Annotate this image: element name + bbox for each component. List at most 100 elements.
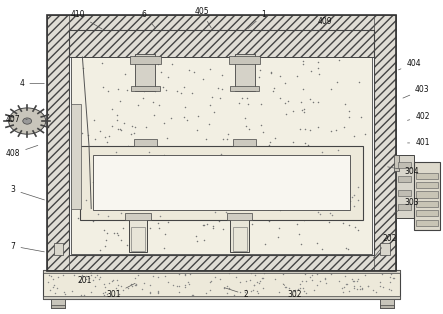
Point bbox=[147, 290, 154, 295]
Bar bbox=[398, 204, 412, 210]
Point bbox=[271, 86, 278, 91]
Point bbox=[370, 287, 377, 292]
Point bbox=[165, 75, 172, 80]
Point bbox=[120, 121, 128, 126]
Point bbox=[190, 186, 197, 191]
Point bbox=[178, 91, 185, 96]
Point bbox=[282, 163, 289, 168]
Point bbox=[140, 88, 147, 93]
Point bbox=[207, 279, 214, 284]
Point bbox=[85, 190, 93, 195]
Point bbox=[267, 71, 274, 76]
Point bbox=[78, 217, 85, 222]
Point bbox=[115, 232, 122, 237]
Bar bbox=[416, 182, 438, 188]
Point bbox=[158, 70, 165, 75]
Point bbox=[194, 238, 201, 243]
Bar bbox=[416, 201, 438, 207]
Point bbox=[338, 285, 346, 290]
Point bbox=[310, 100, 317, 105]
Point bbox=[92, 137, 99, 142]
Point bbox=[85, 147, 92, 152]
Point bbox=[155, 289, 162, 294]
Bar bbox=[43, 296, 400, 299]
Point bbox=[180, 115, 187, 120]
Point bbox=[299, 108, 306, 113]
Point bbox=[181, 184, 188, 189]
Point bbox=[352, 225, 359, 230]
Point bbox=[212, 209, 219, 214]
Point bbox=[245, 102, 252, 107]
Point bbox=[233, 274, 240, 279]
Point bbox=[224, 290, 231, 295]
Point bbox=[104, 161, 111, 166]
Point bbox=[139, 287, 146, 292]
Point bbox=[104, 139, 111, 144]
Point bbox=[257, 101, 264, 106]
Point bbox=[83, 191, 90, 196]
Text: 202: 202 bbox=[373, 234, 396, 258]
Point bbox=[168, 203, 175, 208]
Point bbox=[85, 153, 92, 158]
Point bbox=[265, 219, 272, 224]
Point bbox=[270, 89, 277, 94]
Point bbox=[271, 276, 278, 281]
Point bbox=[78, 131, 85, 136]
Point bbox=[113, 113, 120, 118]
Point bbox=[359, 286, 366, 291]
Point bbox=[284, 179, 291, 184]
Point bbox=[106, 178, 113, 183]
Point bbox=[307, 97, 314, 102]
Point bbox=[194, 114, 202, 119]
Point bbox=[237, 289, 244, 294]
Point bbox=[117, 284, 124, 289]
Point bbox=[300, 185, 307, 190]
Bar bbox=[43, 269, 400, 299]
Point bbox=[181, 272, 188, 277]
Point bbox=[121, 157, 128, 162]
Point bbox=[140, 281, 148, 286]
Point bbox=[355, 79, 362, 84]
Point bbox=[316, 211, 323, 216]
Point bbox=[334, 147, 341, 152]
Point bbox=[92, 284, 99, 289]
Point bbox=[241, 88, 249, 93]
Point bbox=[156, 200, 163, 205]
Point bbox=[278, 183, 285, 188]
Point bbox=[161, 231, 168, 236]
Point bbox=[141, 240, 148, 245]
Point bbox=[162, 161, 169, 166]
Point bbox=[113, 117, 120, 122]
Point bbox=[147, 225, 154, 230]
Point bbox=[297, 285, 304, 290]
Point bbox=[354, 286, 361, 291]
Point bbox=[173, 89, 180, 94]
Point bbox=[109, 277, 117, 282]
Point bbox=[109, 198, 117, 203]
Point bbox=[89, 179, 96, 184]
Point bbox=[301, 271, 308, 276]
Point bbox=[102, 244, 109, 249]
Point bbox=[139, 68, 146, 73]
Point bbox=[81, 185, 88, 190]
Point bbox=[181, 284, 188, 289]
Point bbox=[327, 272, 334, 277]
Bar bbox=[233, 227, 247, 251]
Point bbox=[180, 157, 187, 162]
Point bbox=[129, 180, 136, 185]
Point bbox=[227, 59, 234, 64]
Point bbox=[128, 281, 135, 286]
Point bbox=[309, 272, 316, 277]
Point bbox=[290, 204, 297, 209]
Point bbox=[128, 283, 136, 288]
Point bbox=[238, 96, 245, 101]
Point bbox=[265, 206, 272, 211]
Bar bbox=[416, 210, 438, 216]
Point bbox=[92, 275, 99, 280]
Point bbox=[386, 280, 393, 285]
Point bbox=[132, 282, 139, 287]
Point bbox=[315, 71, 322, 76]
Point bbox=[313, 271, 320, 276]
Point bbox=[377, 279, 384, 284]
Point bbox=[372, 290, 379, 295]
